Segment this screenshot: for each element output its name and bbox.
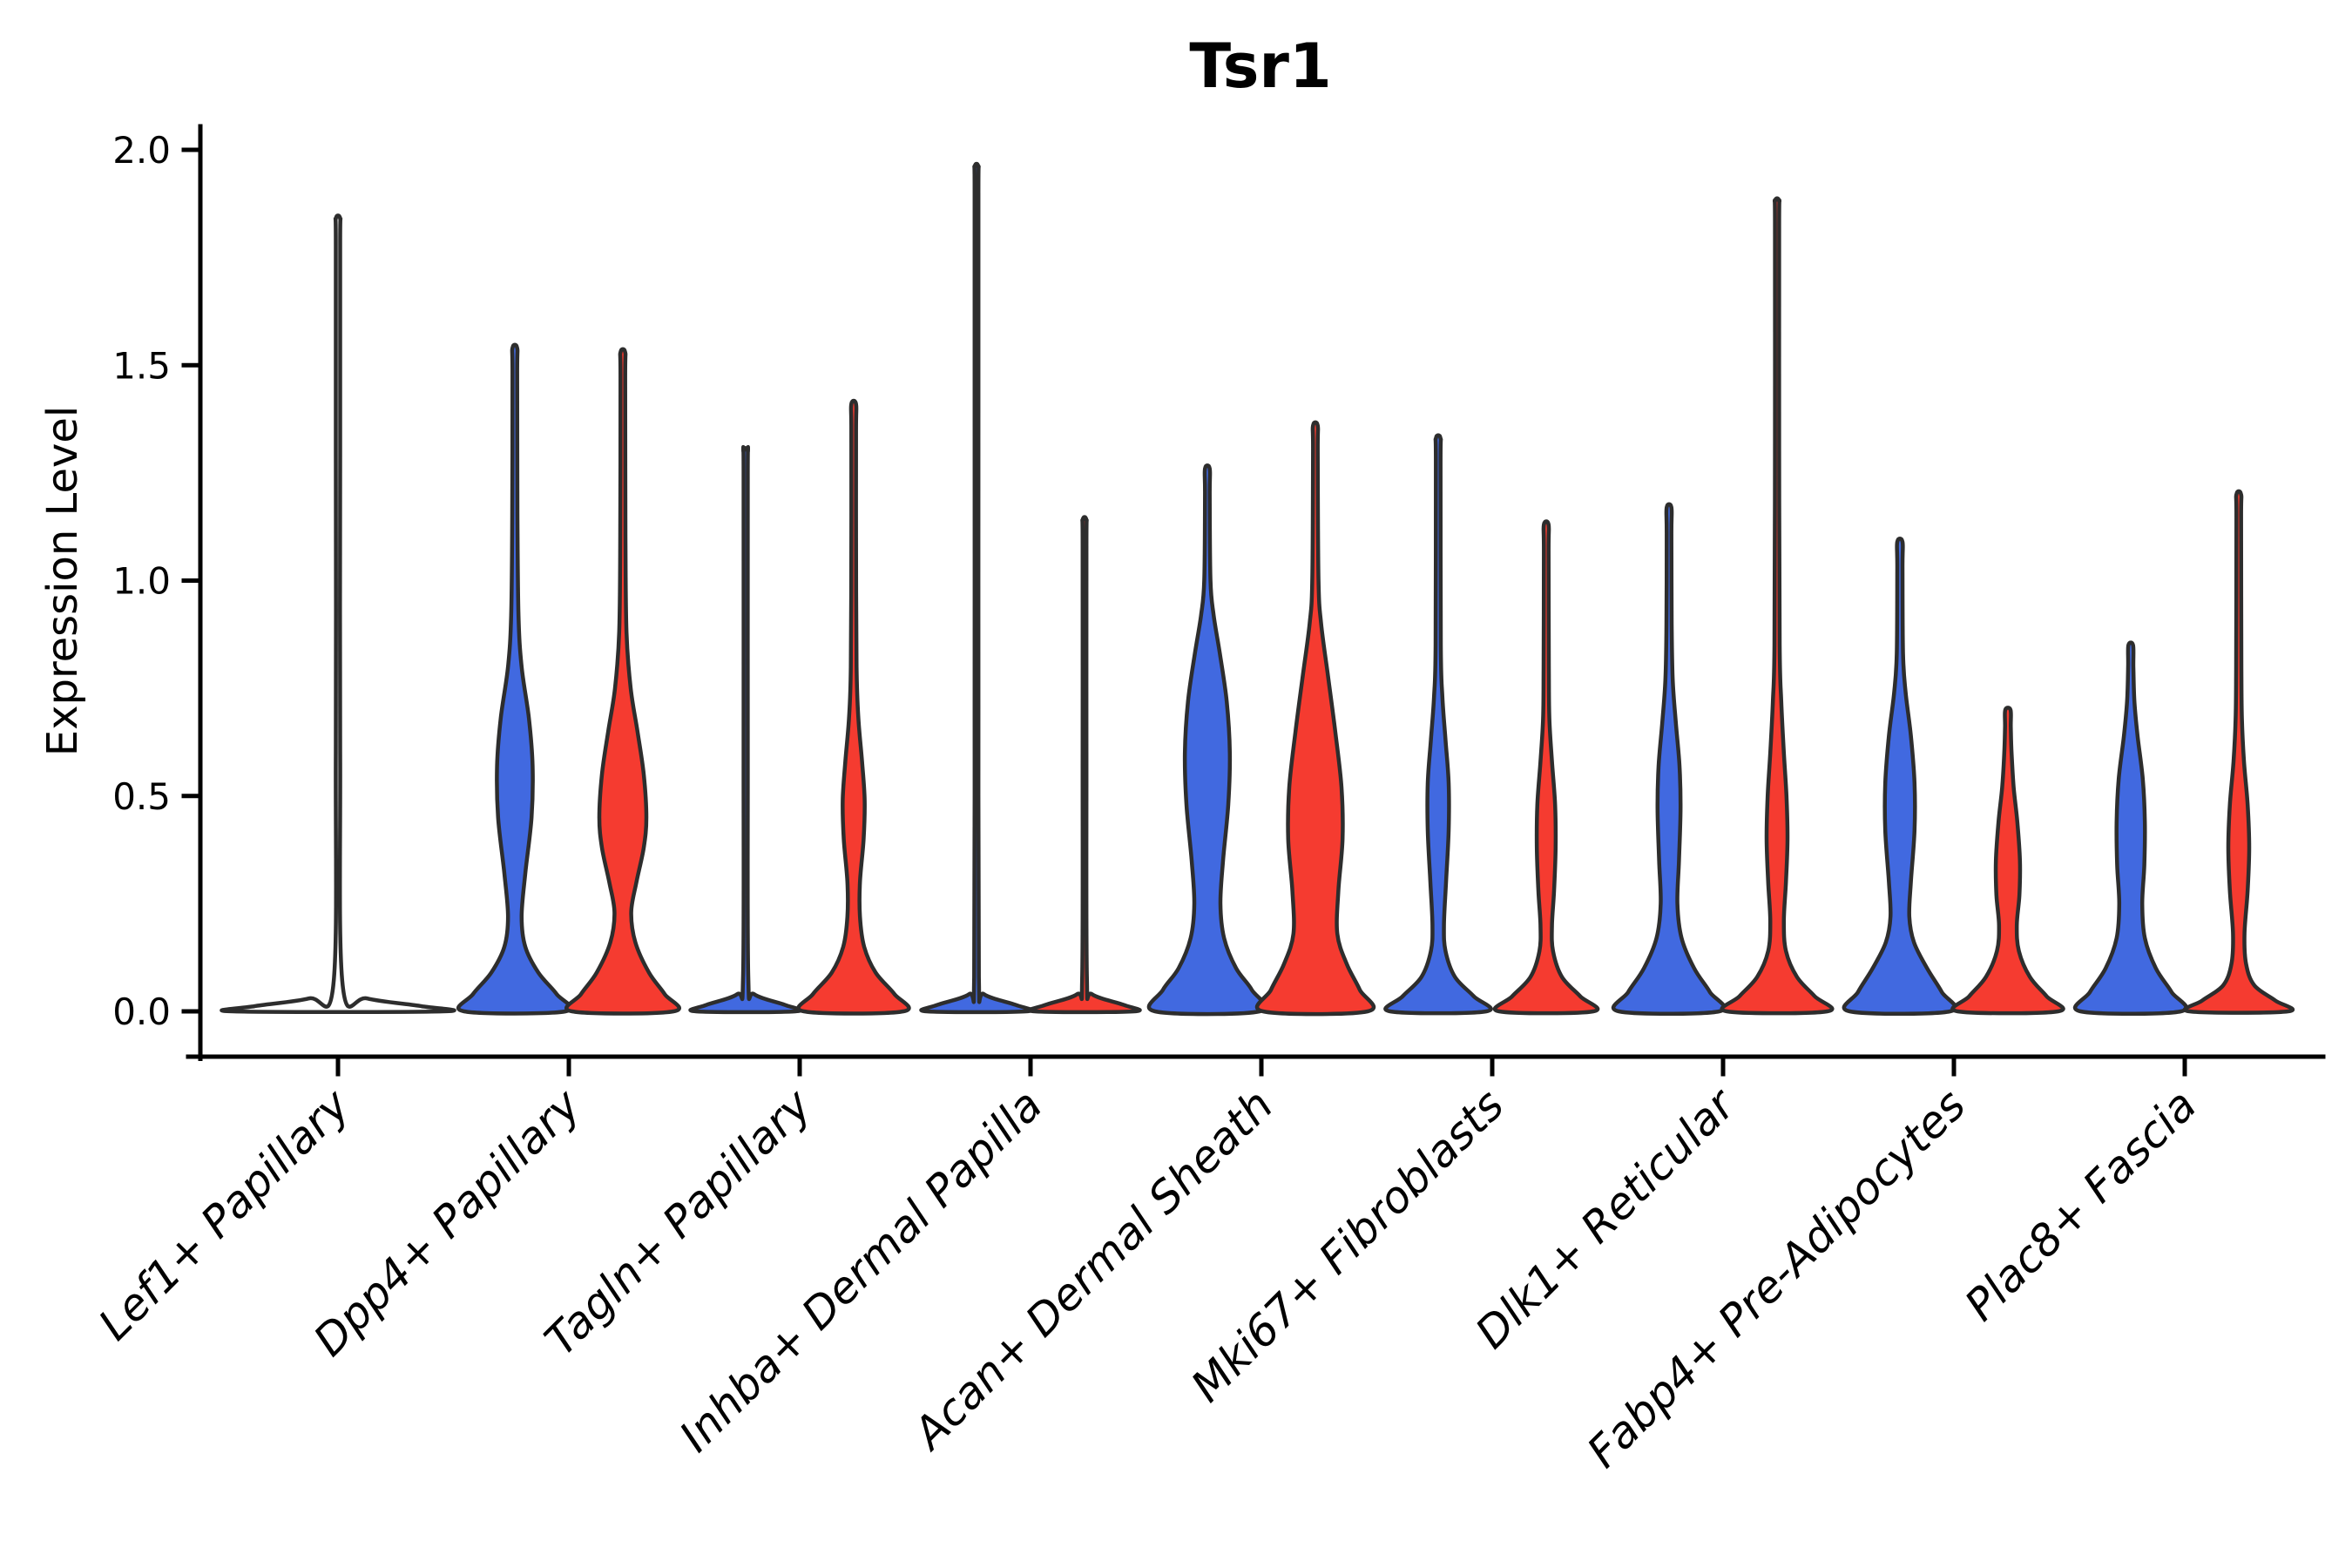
violin-blue-acan-dermal-sheath	[1146, 463, 1268, 1017]
violin-blue-tagln-papillary	[688, 444, 803, 1015]
violin-red-plac8-fascia	[2182, 489, 2295, 1015]
y-tick-label: 0.5	[112, 775, 171, 818]
violin-blue-mki67-fibroblasts	[1383, 433, 1493, 1016]
y-axis-title: Expression Level	[38, 406, 87, 757]
y-tick-label: 0.0	[112, 990, 171, 1033]
chart-title: Tsr1	[1189, 30, 1331, 102]
y-tick-label: 2.0	[112, 129, 171, 172]
violin-red-fabp4-pre-adipocytes	[1950, 706, 2065, 1016]
violin-single-lef1-papillary	[220, 213, 456, 1014]
y-tick-label: 1.5	[112, 344, 171, 387]
y-tick-label: 1.0	[112, 560, 171, 603]
violin-red-inhba-dermal-papilla	[1027, 515, 1142, 1015]
violin-red-tagln-papillary	[796, 398, 911, 1016]
x-tick-label: Lef1+ Papillary	[89, 1078, 360, 1349]
violin-red-dlk1-reticular	[1720, 196, 1835, 1016]
violin-red-dpp4-papillary	[564, 347, 681, 1016]
violin-blue-fabp4-pre-adipocytes	[1842, 537, 1958, 1017]
violin-red-acan-dermal-sheath	[1254, 420, 1376, 1017]
violins-layer	[220, 161, 2295, 1017]
y-ticks-layer: 0.0 0.5 1.0 1.5 2.0	[112, 129, 203, 1033]
violin-blue-dpp4-papillary	[456, 342, 574, 1016]
x-tick-label: Plac8+ Fascia	[1956, 1079, 2207, 1330]
x-tick-label: Fabp4+ Pre-Adipocytes	[1578, 1079, 1976, 1477]
violin-blue-inhba-dermal-papilla	[919, 161, 1034, 1015]
violin-blue-dlk1-reticular	[1611, 502, 1727, 1017]
violin-red-mki67-fibroblasts	[1492, 519, 1600, 1016]
violin-blue-plac8-fascia	[2072, 640, 2189, 1017]
